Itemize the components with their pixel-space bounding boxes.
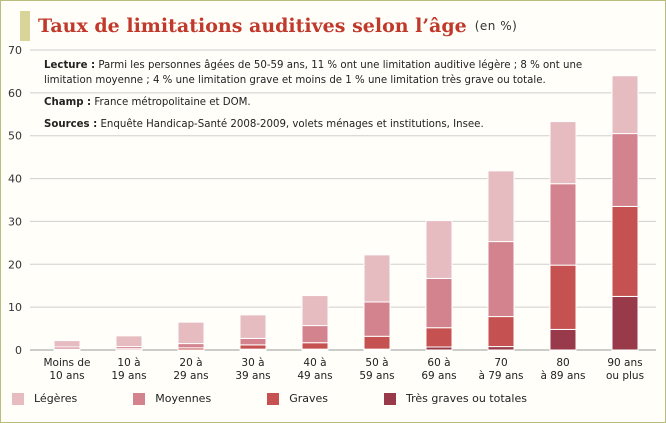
legend-label-tres-graves: Très graves ou totales: [405, 392, 527, 405]
bar-segment: [177, 343, 205, 349]
x-tick-label: ou plus: [606, 370, 644, 382]
legend-swatch-moyennes: [133, 392, 146, 405]
legend-swatch-tres-graves: [383, 392, 396, 405]
x-tick-label: 19 ans: [111, 370, 146, 382]
note-lecture-label: Lecture :: [44, 60, 96, 71]
bar-segment: [487, 316, 515, 348]
bar-segment: [301, 342, 329, 350]
x-tick-label: 49 ans: [297, 370, 332, 382]
chart-unit: (en %): [474, 19, 518, 33]
x-tick-label: 59 ans: [359, 370, 394, 382]
x-tick-label: 69 ans: [421, 370, 456, 382]
y-tick-label: 0: [15, 344, 22, 357]
x-tick-label: 29 ans: [173, 370, 208, 382]
legend-label-graves: Graves: [289, 392, 328, 405]
x-tick-label: 10 ans: [49, 370, 84, 382]
bar-segment: [425, 327, 453, 348]
y-tick-label: 10: [8, 301, 22, 314]
y-tick-label: 30: [8, 215, 22, 228]
x-tick-label: 30 à: [241, 357, 264, 369]
note-champ: Champ : France métropolitaine et DOM.: [44, 95, 604, 110]
note-sources-label: Sources :: [44, 119, 98, 130]
note-lecture-text: Parmi les personnes âgées de 50-59 ans, …: [44, 60, 583, 86]
note-lecture: Lecture : Parmi les personnes âgées de 5…: [44, 58, 604, 88]
bar-segment: [239, 314, 267, 339]
x-tick-label: 80: [556, 357, 569, 369]
bar-segment: [487, 346, 515, 351]
x-tick-label: 50 à: [365, 357, 388, 369]
bar-segment: [239, 337, 267, 346]
bar-segment: [239, 344, 267, 350]
bar-segment: [363, 254, 391, 303]
bar-segment: [611, 75, 639, 135]
x-tick-label: à 79 ans: [478, 370, 523, 382]
y-tick-label: 70: [8, 44, 22, 57]
y-tick-label: 50: [8, 130, 22, 143]
legend-item-moyennes: Moyennes: [133, 392, 211, 405]
legend-item-legeres: Légères: [12, 392, 77, 405]
bar-segment: [425, 220, 453, 279]
legend-label-legeres: Légères: [34, 392, 78, 405]
bar-segment: [115, 335, 143, 348]
y-tick-label: 20: [8, 258, 22, 271]
bar-segment: [301, 295, 329, 327]
bar-segment: [487, 241, 515, 318]
bar-segment: [301, 325, 329, 344]
bar-segment: [611, 205, 639, 297]
x-tick-label: 20 à: [179, 357, 202, 369]
legend-label-moyennes: Moyennes: [155, 392, 212, 405]
chart-notes: Lecture : Parmi les personnes âgées de 5…: [44, 58, 604, 139]
x-tick-label: à 89 ans: [540, 370, 585, 382]
bar-segment: [611, 295, 639, 351]
title-bar: Taux de limitations auditives selon l’âg…: [20, 10, 517, 42]
legend-item-graves: Graves: [267, 392, 328, 405]
note-champ-text: France métropolitaine et DOM.: [94, 97, 251, 108]
note-sources: Sources : Enquête Handicap-Santé 2008-20…: [44, 117, 604, 132]
x-tick-label: 39 ans: [235, 370, 270, 382]
bar-segment: [487, 170, 515, 243]
bar-segment: [611, 133, 639, 207]
bar-segment: [363, 335, 391, 350]
bar-segment: [177, 321, 205, 345]
y-tick-label: 60: [8, 87, 22, 100]
legend-swatch-legeres: [12, 392, 24, 405]
legend-swatch-graves: [267, 392, 280, 405]
x-tick-label: 10 à: [117, 357, 140, 369]
note-sources-text: Enquête Handicap-Santé 2008-2009, volets…: [100, 119, 484, 130]
y-tick-label: 40: [8, 173, 22, 186]
bar-segment: [53, 340, 81, 348]
chart-title: Taux de limitations auditives selon l’âg…: [38, 15, 467, 37]
note-champ-label: Champ :: [44, 97, 92, 108]
bar-segment: [425, 277, 453, 329]
chart-legend: Légères Moyennes Graves Très graves ou t…: [12, 392, 583, 405]
bar-segment: [549, 328, 577, 351]
x-tick-label: 40 à: [303, 357, 326, 369]
bar-segment: [549, 264, 577, 330]
bar-segment: [549, 121, 577, 185]
x-tick-label: 60 à: [427, 357, 450, 369]
bar-segment: [363, 301, 391, 337]
title-accent: [20, 11, 30, 41]
x-tick-label: 70: [494, 357, 507, 369]
x-tick-label: 90 ans: [607, 357, 642, 369]
x-tick-label: Moins de: [44, 357, 91, 369]
bar-segment: [549, 183, 577, 266]
legend-item-tres-graves: Très graves ou totales: [383, 392, 527, 405]
